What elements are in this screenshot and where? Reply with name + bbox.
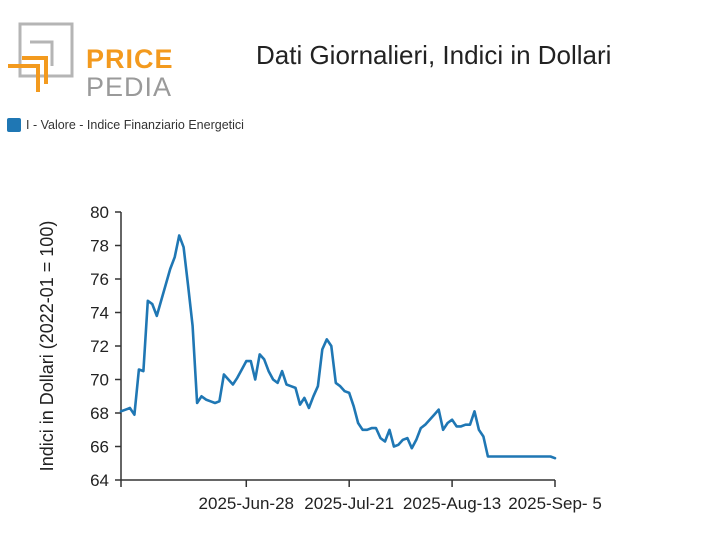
pricepedia-logo: PRICE PEDIA — [8, 22, 173, 101]
logo-text-price: PRICE — [86, 44, 174, 74]
y-tick-label: 74 — [90, 304, 109, 323]
x-tick-label: 2025-Aug-13 — [403, 494, 501, 513]
logo-mark-icon — [8, 22, 74, 92]
y-tick-label: 76 — [90, 270, 109, 289]
y-tick-label: 80 — [90, 203, 109, 222]
y-tick-label: 72 — [90, 337, 109, 356]
y-tick-label: 70 — [90, 371, 109, 390]
x-tick-label: 2025-Sep- 5 — [508, 494, 602, 513]
legend[interactable]: I - Valore - Indice Finanziario Energeti… — [7, 118, 244, 132]
y-tick-label: 68 — [90, 404, 109, 423]
y-axis-label: Indici in Dollari (2022-01 = 100) — [37, 221, 57, 472]
series-group — [119, 234, 557, 460]
logo-text-pedia: PEDIA — [86, 72, 173, 102]
y-tick-label: 66 — [90, 438, 109, 457]
axes: 64 66 68 70 72 74 76 78 80 2025-Jun-28 2025-Jul-21… — [37, 203, 602, 513]
chart-title: Dati Giornalieri, Indici in Dollari — [256, 40, 612, 70]
legend-swatch — [7, 118, 21, 132]
x-tick-label: 2025-Jul-21 — [304, 494, 394, 513]
y-tick-label: 78 — [90, 237, 109, 256]
y-tick-label: 64 — [90, 471, 109, 490]
series-line — [119, 234, 557, 460]
x-tick-label: 2025-Jun-28 — [199, 494, 294, 513]
legend-label: I - Valore - Indice Finanziario Energeti… — [26, 118, 244, 132]
